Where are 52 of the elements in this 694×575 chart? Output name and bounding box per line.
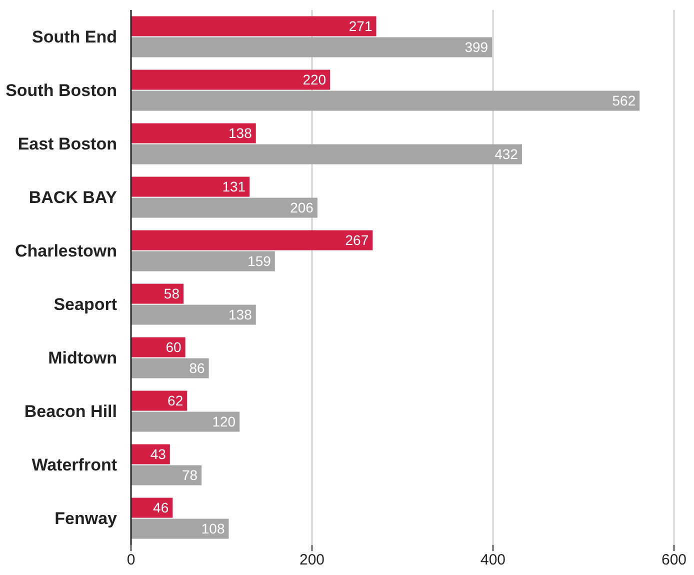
y-tick-label: Charlestown <box>14 242 117 261</box>
bar <box>131 412 240 432</box>
bar <box>131 337 186 358</box>
bar <box>131 251 275 272</box>
y-tick-label: BACK BAY <box>28 188 118 208</box>
y-tick-label: Waterfront <box>32 456 118 475</box>
bar <box>131 230 373 250</box>
data-label: 131 <box>222 178 246 195</box>
bar <box>131 90 640 111</box>
x-tick-label: 400 <box>480 552 506 569</box>
bar <box>131 123 256 144</box>
bar <box>131 176 250 197</box>
bar <box>131 16 376 36</box>
data-label: 46 <box>153 500 169 516</box>
bar <box>131 358 209 378</box>
data-label: 159 <box>248 253 272 270</box>
x-tick-label: 200 <box>299 552 325 569</box>
data-label: 62 <box>168 392 184 409</box>
bar <box>131 70 330 90</box>
data-label: 562 <box>612 92 636 109</box>
bar <box>131 37 492 58</box>
y-tick-label: East Boston <box>18 134 117 154</box>
y-tick-label: South End <box>32 28 117 47</box>
data-label: 432 <box>494 146 518 162</box>
data-label: 271 <box>348 18 372 34</box>
bar <box>131 465 202 486</box>
data-label: 86 <box>189 360 206 376</box>
data-label: 78 <box>182 467 198 484</box>
data-label: 108 <box>201 520 225 537</box>
data-label: 60 <box>166 339 182 356</box>
data-label: 138 <box>228 306 252 323</box>
x-tick-label: 0 <box>126 552 136 569</box>
bar <box>131 144 522 164</box>
data-label: 58 <box>164 286 180 302</box>
y-tick-label: Beacon Hill <box>24 402 117 422</box>
data-label: 138 <box>228 125 252 142</box>
data-label: 399 <box>464 39 488 56</box>
y-tick-label: Seaport <box>54 295 118 314</box>
data-label: 267 <box>345 232 369 248</box>
bar <box>131 284 184 304</box>
y-tick-label: Midtown <box>48 348 117 368</box>
bar <box>131 304 256 325</box>
data-label: 120 <box>212 414 236 430</box>
data-label: 43 <box>150 446 166 462</box>
bar <box>131 198 318 218</box>
y-tick-label: South Boston <box>6 81 117 100</box>
data-label: 220 <box>302 72 326 88</box>
bar <box>131 390 188 411</box>
bar <box>131 518 229 539</box>
y-tick-label: Fenway <box>54 509 118 528</box>
x-tick-label: 600 <box>661 552 687 569</box>
data-label: 206 <box>290 200 314 216</box>
